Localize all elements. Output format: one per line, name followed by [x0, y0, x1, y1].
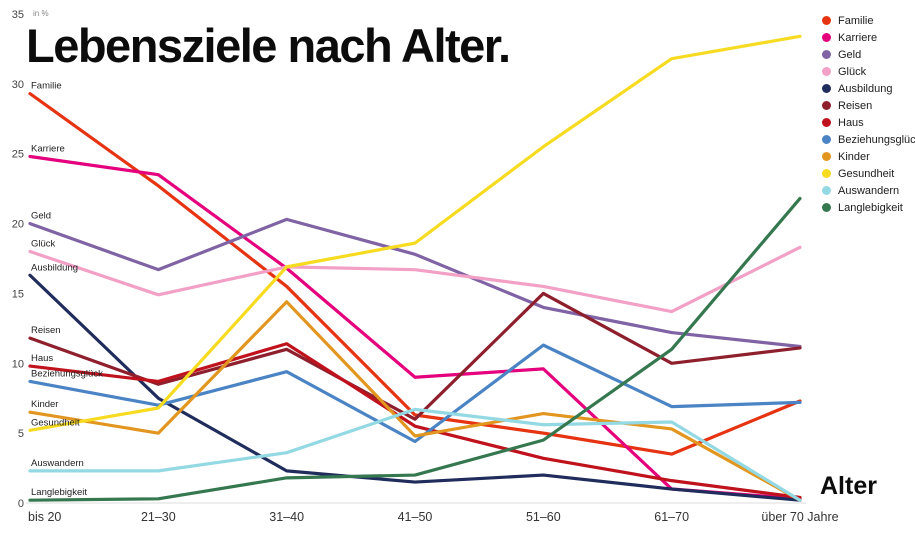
x-tick-label: 41–50	[398, 510, 433, 524]
y-axis-unit: in %	[33, 9, 49, 18]
legend-label: Geld	[838, 48, 862, 61]
series-line-geld	[28, 217, 802, 349]
legend: Familie Karriere Geld Glück Ausbildung Reisen…	[822, 12, 915, 216]
x-tick-label: 51–60	[526, 510, 561, 524]
legend-label: Haus	[838, 116, 864, 129]
series-start-label: Glück	[31, 239, 56, 250]
y-tick-label: 10	[12, 358, 24, 370]
legend-item: Familie	[822, 12, 915, 29]
legend-label: Ausbildung	[838, 82, 893, 95]
legend-color-dot	[822, 67, 831, 76]
series-line-langlebigkeit	[28, 196, 802, 502]
series-start-label: Kinder	[31, 399, 58, 410]
legend-label: Kinder	[838, 150, 870, 163]
series-line-glück	[28, 245, 802, 314]
legend-label: Auswandern	[838, 184, 900, 197]
series-start-label: Familie	[31, 81, 62, 92]
x-tick-label: 61–70	[654, 510, 689, 524]
series-line-gesundheit	[28, 34, 802, 432]
series-line-familie	[28, 92, 802, 456]
legend-label: Karriere	[838, 31, 878, 44]
legend-item: Glück	[822, 63, 915, 80]
legend-item: Reisen	[822, 97, 915, 114]
y-tick-label: 35	[12, 9, 24, 21]
legend-item: Auswandern	[822, 182, 915, 199]
legend-color-dot	[822, 33, 831, 42]
series-line-ausbildung	[28, 273, 802, 502]
legend-item: Karriere	[822, 29, 915, 46]
legend-color-dot	[822, 50, 831, 59]
legend-color-dot	[822, 169, 831, 178]
x-tick-label: über 70 Jahre	[761, 510, 838, 524]
series-line-haus	[28, 342, 802, 500]
legend-label: Beziehungsglück	[838, 133, 915, 146]
x-tick-label: 31–40	[269, 510, 304, 524]
legend-label: Familie	[838, 14, 874, 27]
series-line-reisen	[28, 291, 802, 421]
series-start-label: Langlebigkeit	[31, 487, 87, 498]
legend-color-dot	[822, 152, 831, 161]
legend-color-dot	[822, 84, 831, 93]
series-line-kinder	[28, 300, 802, 502]
x-tick-label: 21–30	[141, 510, 176, 524]
legend-item: Geld	[822, 46, 915, 63]
series-start-label: Gesundheit	[31, 417, 80, 428]
legend-color-dot	[822, 203, 831, 212]
series-start-label: Beziehungsglück	[31, 368, 103, 379]
series-start-label: Geld	[31, 211, 51, 222]
y-tick-label: 20	[12, 219, 24, 231]
legend-item: Haus	[822, 114, 915, 131]
y-tick-label: 25	[12, 149, 24, 161]
legend-item: Beziehungsglück	[822, 131, 915, 148]
legend-color-dot	[822, 186, 831, 195]
legend-color-dot	[822, 16, 831, 25]
x-tick-label: bis 20	[28, 510, 61, 524]
legend-item: Kinder	[822, 148, 915, 165]
series-start-label: Auswandern	[31, 458, 84, 469]
legend-color-dot	[822, 135, 831, 144]
y-tick-label: 5	[18, 428, 24, 440]
legend-label: Glück	[838, 65, 867, 78]
series-start-label: Karriere	[31, 144, 65, 155]
legend-label: Gesundheit	[838, 167, 895, 180]
legend-color-dot	[822, 101, 831, 110]
legend-item: Langlebigkeit	[822, 199, 915, 216]
y-tick-label: 15	[12, 288, 24, 300]
legend-label: Langlebigkeit	[838, 201, 903, 214]
chart-title: Lebensziele nach Alter.	[26, 19, 511, 72]
y-tick-label: 30	[12, 79, 24, 91]
series-start-label: Haus	[31, 353, 53, 364]
series-start-label: Reisen	[31, 325, 61, 336]
legend-item: Ausbildung	[822, 80, 915, 97]
series-start-label: Ausbildung	[31, 262, 78, 273]
y-tick-label: 0	[18, 498, 24, 510]
x-axis-title: Alter	[820, 472, 877, 500]
series-line-beziehungsglück	[28, 343, 802, 444]
legend-color-dot	[822, 118, 831, 127]
legend-label: Reisen	[838, 99, 873, 112]
series-line-auswandern	[28, 407, 802, 502]
legend-item: Gesundheit	[822, 165, 915, 182]
